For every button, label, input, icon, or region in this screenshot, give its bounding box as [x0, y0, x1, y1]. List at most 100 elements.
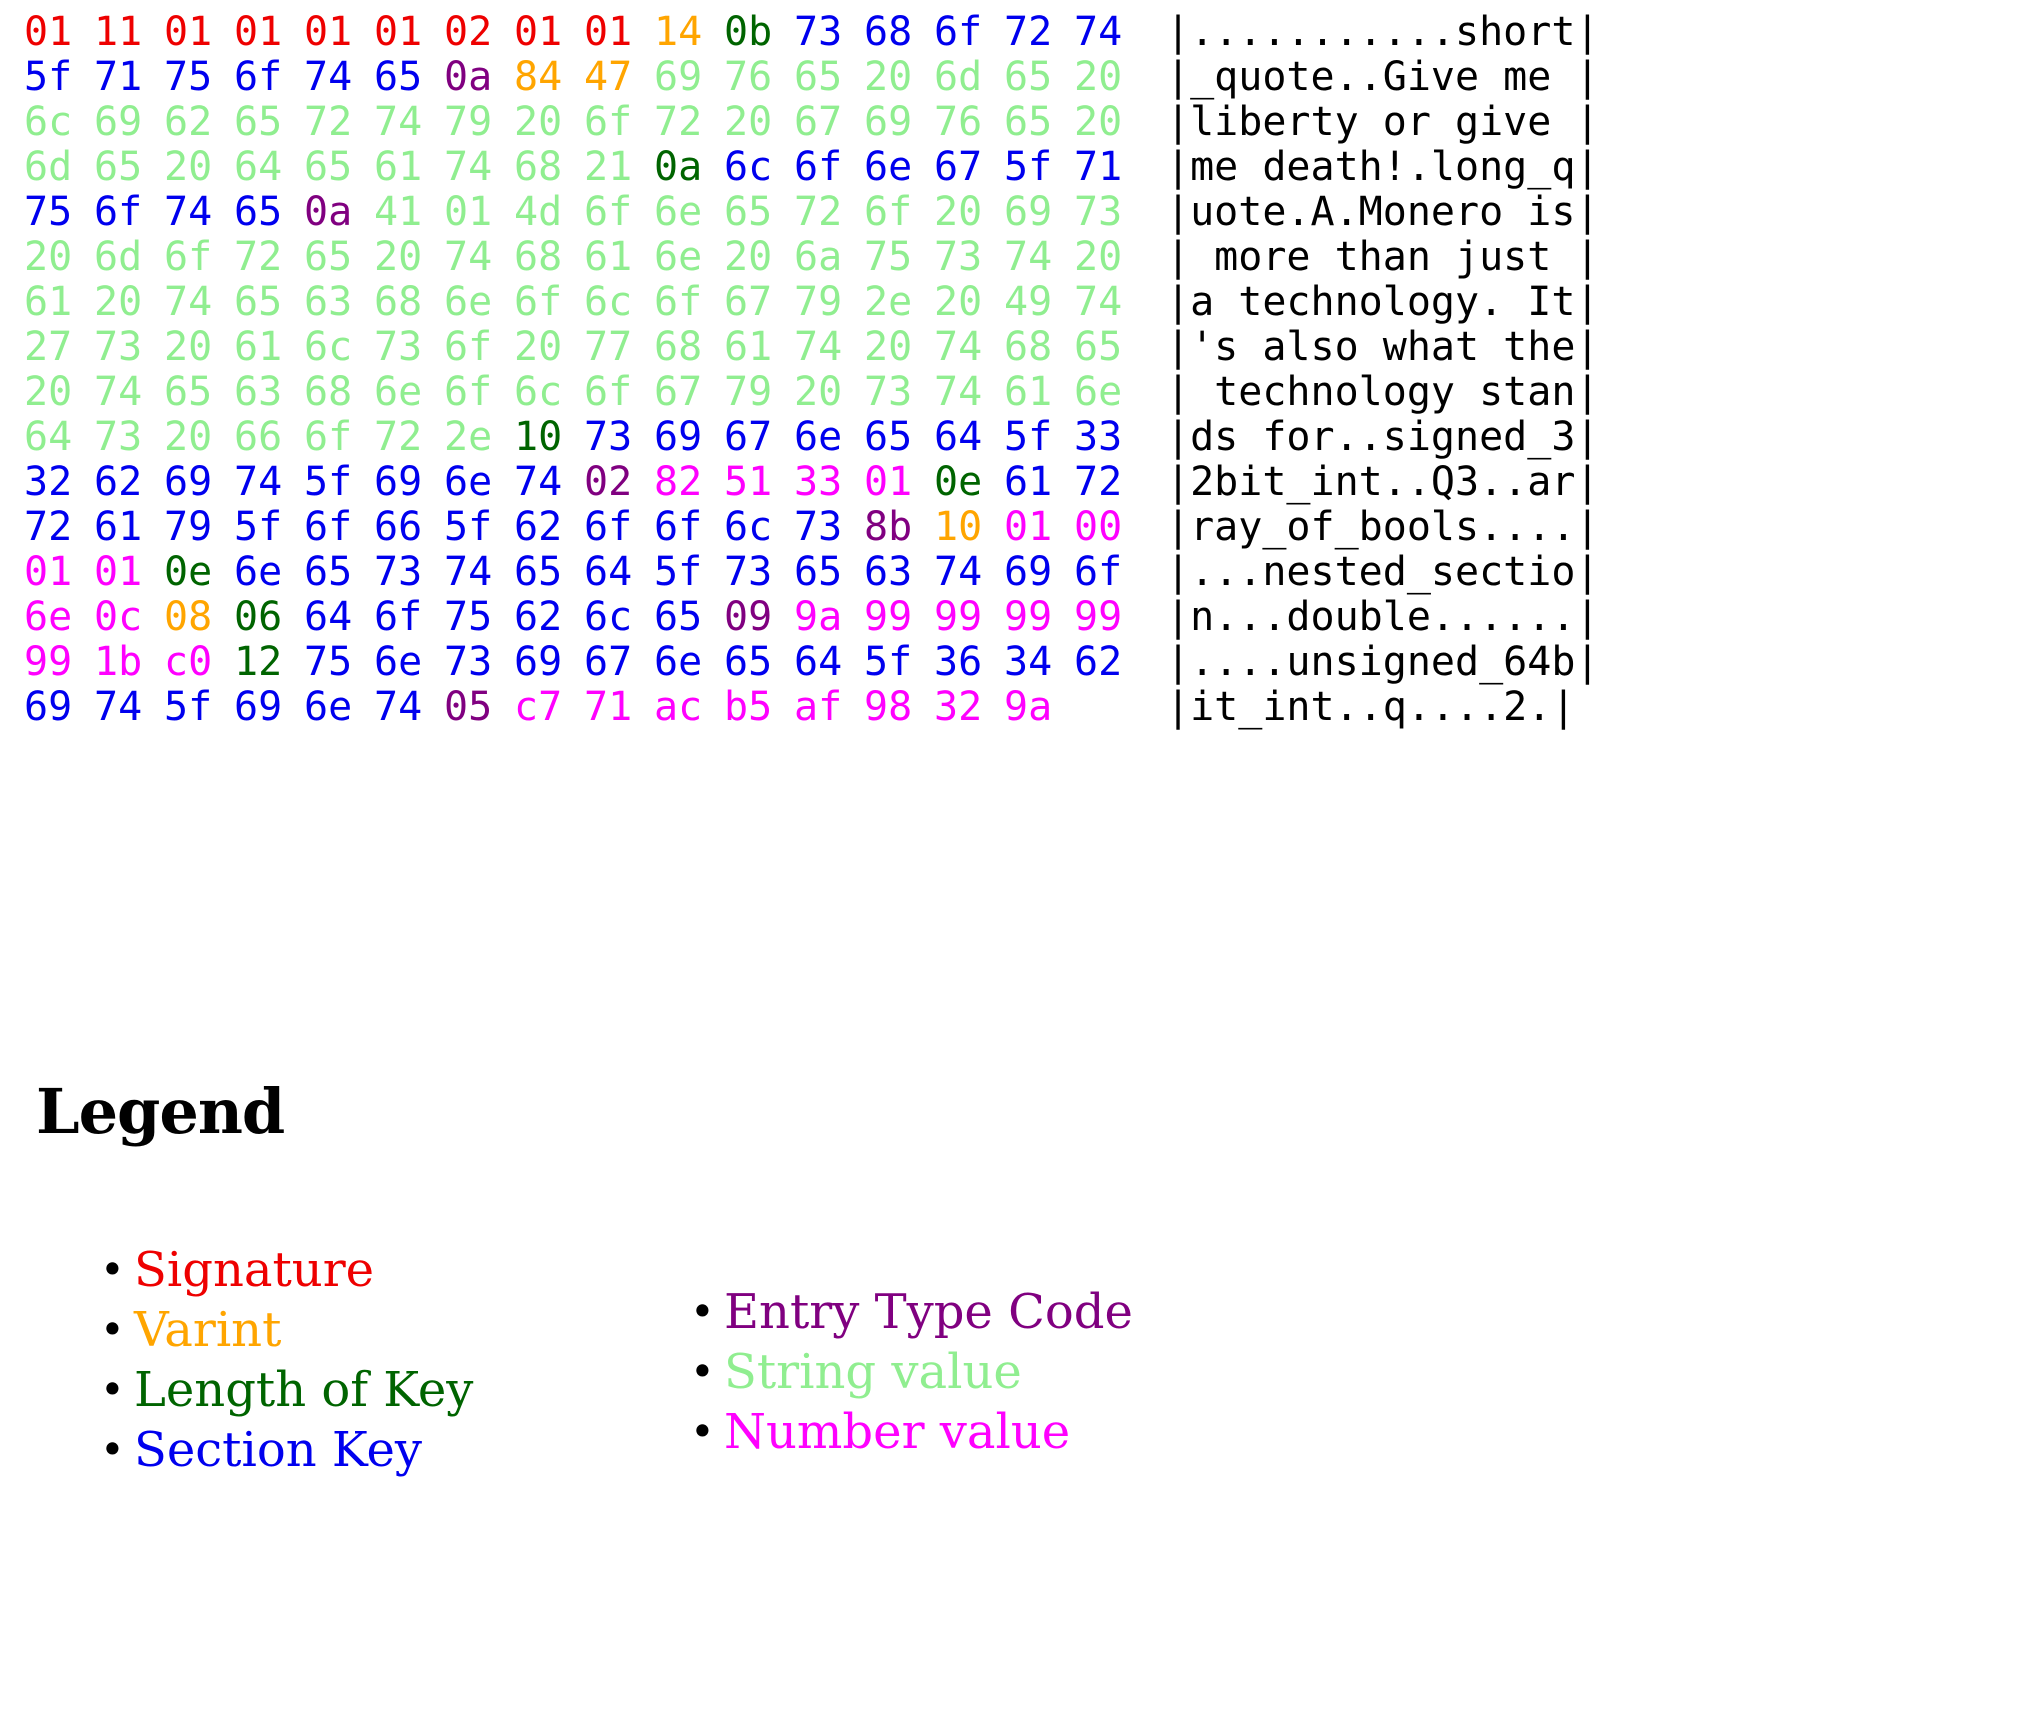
hex-byte-entry-type-code: 0a: [444, 54, 493, 100]
hex-byte-string-value: 65: [234, 279, 283, 325]
hexdump-row: 5f 71 75 6f 74 65 0a 84 47 69 76 65 20 6d 65 20 |_quote.…: [24, 55, 1599, 100]
hex-byte-group-left: 72 61 79 5f 6f 66 5f 62: [24, 505, 584, 550]
hex-byte-section-key: 6f: [584, 504, 633, 550]
hex-byte-string-value: 74: [164, 279, 213, 325]
legend-column-left: • Signature • Varint • Length of Key • Section …: [100, 1240, 473, 1480]
hex-byte-entry-type-code: 05: [444, 684, 493, 730]
hex-byte-number-value: 01: [24, 549, 73, 595]
hex-byte-section-key: 62: [1074, 639, 1123, 685]
ascii-column: |n...double......|: [1166, 594, 1600, 640]
hex-byte-number-value: 99: [24, 639, 73, 685]
hex-byte-string-value: 68: [1004, 324, 1053, 370]
hex-byte-string-value: 20: [24, 234, 73, 280]
hex-byte-section-key: 73: [584, 414, 633, 460]
hex-byte-signature: 02: [444, 9, 493, 55]
hex-byte-string-value: 01: [444, 189, 493, 235]
hex-byte-section-key: 74: [934, 549, 983, 595]
hex-byte-string-value: 69: [1004, 189, 1053, 235]
hex-byte-string-value: 63: [304, 279, 353, 325]
hex-byte-section-key: 65: [794, 549, 843, 595]
hex-byte-section-key: 62: [94, 459, 143, 505]
hex-byte-string-value: 64: [234, 144, 283, 190]
hex-byte-number-value: 32: [934, 684, 983, 730]
legend-item: • Length of Key: [100, 1360, 473, 1420]
hex-byte-number-value: 9a: [794, 594, 843, 640]
hex-byte-section-key: 6e: [234, 549, 283, 595]
hex-byte-string-value: 79: [794, 279, 843, 325]
hex-byte-string-value: 61: [24, 279, 73, 325]
hex-byte-string-value: 20: [794, 369, 843, 415]
hex-byte-string-value: 20: [514, 99, 563, 145]
hex-byte-string-value: 6c: [24, 99, 73, 145]
ascii-column: |uote.A.Monero is|: [1166, 189, 1600, 235]
hex-byte-section-key: 62: [514, 504, 563, 550]
hex-byte-group-left: 27 73 20 61 6c 73 6f 20: [24, 325, 584, 370]
hex-byte-section-key: 33: [1074, 414, 1123, 460]
hex-byte-section-key: 67: [934, 144, 983, 190]
hex-byte-group-right: 47 69 76 65 20 6d 65 20: [584, 55, 1144, 100]
hex-byte-group-right: 6f 6f 6c 73 8b 10 01 00: [584, 505, 1144, 550]
hex-byte-string-value: 27: [24, 324, 73, 370]
hex-byte-section-key: 6e: [794, 414, 843, 460]
hex-byte-string-value: 6e: [654, 189, 703, 235]
hex-byte-section-key: 6f: [654, 504, 703, 550]
hex-byte-section-key: 5f: [164, 684, 213, 730]
hexdump-row: 20 74 65 63 68 6e 6f 6c 6f 67 79 20 73 74 61 6e | techno…: [24, 370, 1599, 415]
hex-byte-string-value: 73: [94, 414, 143, 460]
hex-byte-signature: 01: [164, 9, 213, 55]
hex-byte-string-value: 6f: [584, 189, 633, 235]
hex-byte-string-value: 20: [24, 369, 73, 415]
hex-byte-section-key: 75: [164, 54, 213, 100]
hex-byte-string-value: 75: [864, 234, 913, 280]
hexdump-row: 6d 65 20 64 65 61 74 68 21 0a 6c 6f 6e 67 5f 71 |me deat…: [24, 145, 1599, 190]
hex-byte-length-of-key: 0e: [934, 459, 983, 505]
hex-byte-section-key: 6c: [724, 144, 773, 190]
hex-byte-string-value: 65: [234, 99, 283, 145]
hex-byte-section-key: 74: [164, 189, 213, 235]
hex-byte-section-key: 69: [654, 414, 703, 460]
hex-byte-string-value: 6a: [794, 234, 843, 280]
hex-byte-section-key: 66: [374, 504, 423, 550]
legend-item-label: Varint: [134, 1302, 282, 1358]
hex-byte-string-value: 79: [444, 99, 493, 145]
hex-byte-signature: 01: [374, 9, 423, 55]
hex-byte-section-key: 73: [794, 9, 843, 55]
hex-byte-section-key: 6e: [304, 684, 353, 730]
hex-byte-number-value: 71: [584, 684, 633, 730]
hex-byte-section-key: 34: [1004, 639, 1053, 685]
hex-byte-group-left: 6c 69 62 65 72 74 79 20: [24, 100, 584, 145]
hexdump-row: 75 6f 74 65 0a 41 01 4d 6f 6e 65 72 6f 20 69 73 |uote.A.…: [24, 190, 1599, 235]
hex-byte-section-key: 73: [794, 504, 843, 550]
hex-byte-string-value: 21: [584, 144, 633, 190]
hex-byte-section-key: 6f: [374, 594, 423, 640]
hex-byte-section-key: 64: [304, 594, 353, 640]
hex-byte-string-value: 20: [864, 324, 913, 370]
hex-byte-group-right: 02 82 51 33 01 0e 61 72: [584, 460, 1144, 505]
hex-byte-section-key: 36: [934, 639, 983, 685]
hex-byte-entry-type-code: 0a: [304, 189, 353, 235]
hex-byte-length-of-key: 12: [234, 639, 283, 685]
hex-byte-string-value: 6f: [584, 369, 633, 415]
hex-byte-string-value: 73: [1074, 189, 1123, 235]
legend-item-label: Entry Type Code: [724, 1284, 1133, 1340]
hex-byte-string-value: 6e: [654, 234, 703, 280]
hex-byte-string-value: 6e: [1074, 369, 1123, 415]
hex-byte-number-value: c7: [514, 684, 563, 730]
hex-byte-section-key: 63: [864, 549, 913, 595]
ascii-column: |2bit_int..Q3..ar|: [1166, 459, 1600, 505]
hex-byte-length-of-key: 0a: [654, 144, 703, 190]
hex-byte-group-left: 32 62 69 74 5f 69 6e 74: [24, 460, 584, 505]
hex-byte-section-key: 73: [724, 549, 773, 595]
hex-byte-number-value: 33: [794, 459, 843, 505]
hex-byte-string-value: 61: [1004, 369, 1053, 415]
hex-byte-string-value: 74: [1004, 234, 1053, 280]
hexdump-row: 6e 0c 08 06 64 6f 75 62 6c 65 09 9a 99 99 99 99 |n...dou…: [24, 595, 1599, 640]
hex-byte-string-value: 65: [94, 144, 143, 190]
hex-byte-section-key: 5f: [1004, 144, 1053, 190]
hex-byte-section-key: 6f: [1074, 549, 1123, 595]
legend-item-label: Length of Key: [134, 1362, 474, 1418]
hex-byte-string-value: 67: [724, 279, 773, 325]
hexdump-row: 64 73 20 66 6f 72 2e 10 73 69 67 6e 65 64 5f 33 |ds for.…: [24, 415, 1599, 460]
hex-byte-group-right: 77 68 61 74 20 74 68 65: [584, 325, 1144, 370]
hex-byte-section-key: 6f: [234, 54, 283, 100]
